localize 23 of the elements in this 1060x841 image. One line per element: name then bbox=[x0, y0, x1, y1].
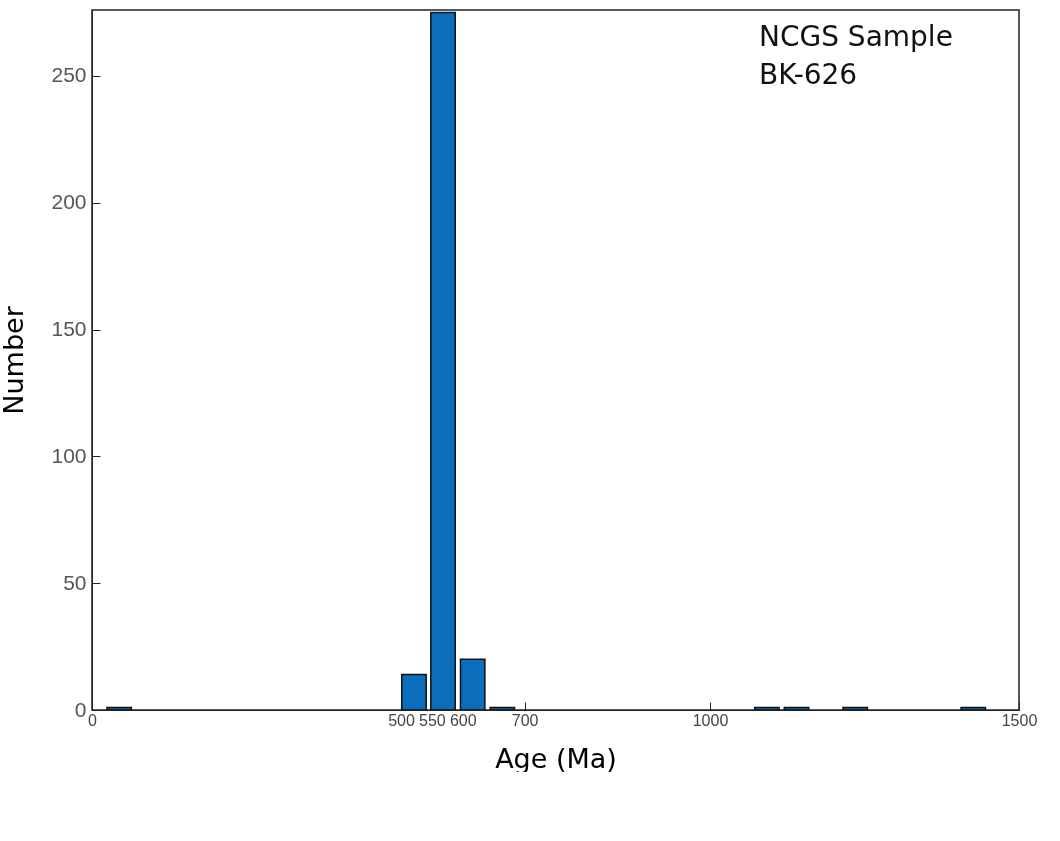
y-tick-label: 200 bbox=[51, 190, 87, 214]
bar bbox=[783, 706, 810, 710]
bar bbox=[753, 706, 780, 710]
x-tick-label: 1500 bbox=[1001, 711, 1038, 729]
x-tick-label: 0 bbox=[88, 711, 98, 729]
bar bbox=[401, 673, 427, 710]
y-tick-label: 100 bbox=[51, 443, 87, 467]
bar bbox=[842, 706, 869, 710]
bar bbox=[489, 706, 516, 710]
y-axis-title: Number bbox=[0, 305, 30, 415]
bar bbox=[106, 706, 133, 710]
x-tick-label: 1000 bbox=[692, 711, 729, 729]
x-tick-label: 550 bbox=[419, 711, 446, 729]
y-tick-label: 150 bbox=[51, 317, 87, 341]
bar bbox=[960, 706, 987, 710]
x-tick-label: 500 bbox=[388, 711, 415, 729]
annotation: NCGS Sample BK-626 bbox=[759, 20, 953, 91]
y-tick-label: 250 bbox=[51, 63, 87, 87]
y-tick-label: 50 bbox=[63, 570, 87, 594]
bar bbox=[459, 658, 486, 710]
x-tick-label: 600 bbox=[449, 711, 477, 729]
bar bbox=[430, 11, 456, 710]
x-tick-label: 700 bbox=[511, 711, 539, 729]
